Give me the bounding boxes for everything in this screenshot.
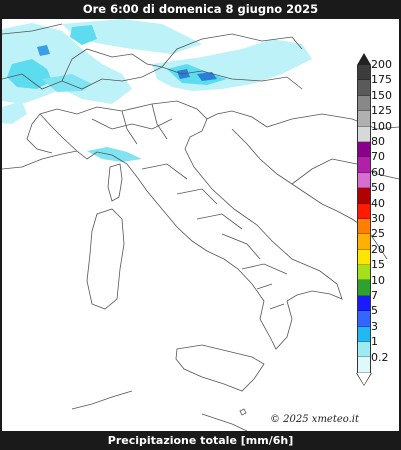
legend-swatch [358, 65, 370, 81]
legend-swatch [358, 249, 370, 266]
legend-label: 3 [371, 319, 378, 333]
legend-label: 100 [371, 119, 392, 133]
legend-swatch [358, 311, 370, 327]
legend-swatch [358, 203, 370, 219]
rain-patch-ligurian [87, 147, 142, 162]
croatia-coast [231, 128, 338, 212]
legend-label: 30 [371, 212, 385, 225]
legend-label: 15 [371, 258, 385, 272]
legend-label: 150 [371, 88, 392, 102]
rain-patch-east-cell [167, 64, 227, 85]
legend-label: 40 [371, 196, 385, 210]
region-lines-south [241, 263, 288, 310]
precipitation-legend: 200 175 150 125 100 80 70 60 50 40 30 25 20 15 10 7 5 3 1 0… [355, 53, 397, 386]
sicily-outline [175, 344, 265, 392]
legend-label: 7 [371, 289, 378, 302]
sardinia-outline [86, 208, 125, 310]
legend-arrow-up-icon [357, 53, 371, 65]
legend-swatch [358, 95, 370, 112]
legend-swatch [358, 141, 370, 158]
legend-label: 0.2 [371, 350, 389, 364]
swiss-border [61, 48, 163, 82]
region-lines-north [91, 103, 173, 145]
legend-swatch [358, 80, 370, 96]
copyright-credit: © 2025 xmeteo.it [270, 414, 360, 425]
legend-color-bar [357, 65, 371, 373]
rain-patch-nw-cell [70, 25, 97, 45]
legend-swatch [358, 234, 370, 250]
italy-mainland-outline [39, 100, 343, 350]
legend-label: 200 [371, 58, 392, 71]
legend-label: 70 [371, 150, 385, 164]
balkans-border [266, 113, 399, 130]
region-lines-center [141, 163, 261, 260]
tunisia-coast [71, 390, 133, 410]
precipitation-map: © 2025 xmeteo.it [2, 19, 399, 431]
legend-label: 10 [371, 273, 385, 287]
italy-map-svg [2, 19, 399, 431]
map-caption: Precipitazione totale [mm/6h] [0, 431, 401, 450]
legend-label: 125 [371, 104, 392, 118]
legend-swatch [358, 157, 370, 173]
bosnia-border [291, 158, 399, 185]
france-coast [2, 150, 78, 170]
legend-label: 5 [371, 304, 378, 318]
legend-swatch [358, 326, 370, 343]
legend-label: 50 [371, 181, 385, 195]
alps-border [2, 66, 303, 90]
legend-swatch [358, 218, 370, 235]
map-title: Ore 6:00 di domenica 8 giugno 2025 [0, 0, 401, 19]
legend-swatch [358, 172, 370, 189]
france-border [26, 113, 53, 154]
legend-label: 175 [371, 73, 392, 87]
legend-swatch [358, 188, 370, 204]
north-boundary [2, 23, 63, 35]
map-borders [2, 23, 399, 431]
legend-label: 25 [371, 227, 385, 241]
legend-arrow-down-icon [357, 373, 371, 385]
legend-swatch [358, 111, 370, 127]
legend-label: 80 [371, 135, 385, 148]
legend-swatch [358, 265, 370, 281]
legend-label: 60 [371, 165, 385, 179]
austria-border [161, 33, 303, 68]
rain-patch-nw-strong [37, 45, 50, 56]
legend-label: 20 [371, 242, 385, 256]
rain-patch-west-cells [7, 59, 52, 89]
legend-label: 1 [371, 335, 378, 349]
rain-patch-alps-north [62, 19, 202, 54]
north-africa-coast [201, 413, 248, 431]
legend-swatch [358, 342, 370, 358]
malta-outline [239, 408, 247, 416]
legend-swatch [358, 357, 370, 373]
corsica-outline [107, 163, 123, 202]
rain-patch-east-strong [197, 72, 217, 81]
legend-swatch [358, 126, 370, 142]
slovenia-border [206, 110, 268, 128]
rain-patch-nw-coast [2, 101, 27, 124]
legend-swatch [358, 280, 370, 296]
legend-swatch [358, 295, 370, 312]
